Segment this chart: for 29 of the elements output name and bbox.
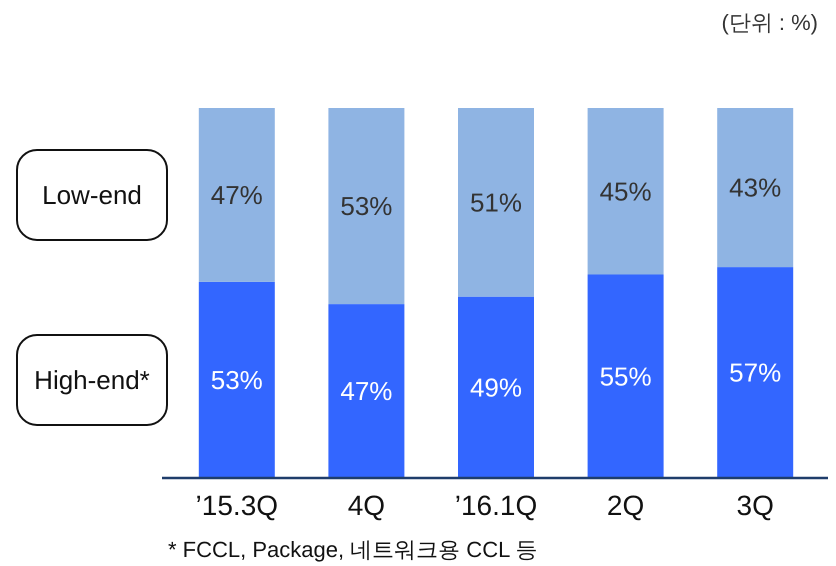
bar	[328, 304, 404, 478]
data-label: 55%	[600, 361, 652, 392]
series-label: High-end*	[34, 364, 150, 395]
bar	[588, 108, 664, 274]
text: (단위 : %)	[721, 10, 818, 35]
bar	[717, 267, 794, 478]
x-tick-label: 4Q	[348, 490, 386, 521]
data-label: 45%	[600, 176, 652, 206]
x-tick-label: 3Q	[736, 490, 774, 521]
data-label: 49%	[470, 372, 522, 402]
bar	[328, 108, 404, 304]
text: Low-end	[42, 180, 142, 210]
text: * FCCL, Package, 네트워크용 CCL 등	[168, 537, 538, 562]
data-label: 43%	[729, 172, 782, 203]
x-tick-label: 2Q	[606, 490, 644, 521]
data-label: 57%	[729, 358, 782, 388]
x-tick-label: ’15.3Q	[196, 490, 278, 521]
bar	[458, 296, 534, 478]
bar	[198, 282, 275, 478]
data-label: 47%	[340, 376, 392, 406]
data-label: 47%	[210, 180, 263, 210]
x-tick-label: ’16.1Q	[454, 490, 538, 521]
bar	[717, 108, 794, 268]
bar	[458, 108, 534, 297]
data-label: 51%	[470, 187, 522, 218]
data-label: 53%	[340, 191, 392, 222]
bar	[198, 108, 275, 282]
data-label: 53%	[210, 364, 263, 395]
bar	[588, 274, 664, 478]
